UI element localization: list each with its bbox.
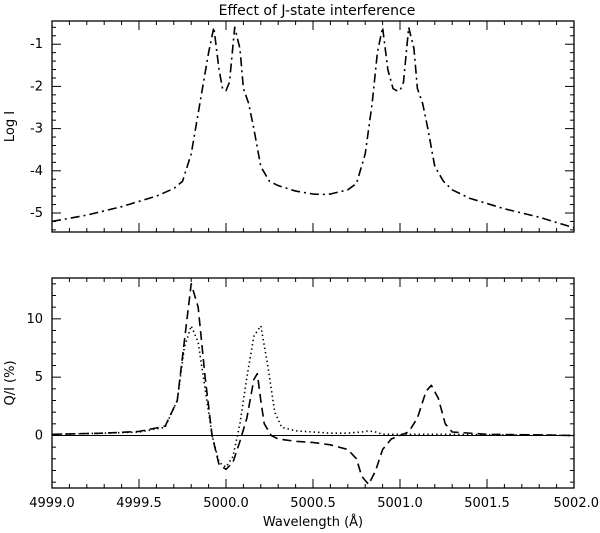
intensity-dash-dot-line [51, 26, 575, 229]
y-tick-label: -1 [30, 37, 43, 52]
chart-title: Effect of J-state interference [219, 3, 416, 19]
x-tick-label: 4999.0 [29, 496, 75, 511]
x-tick-label: 5002.0 [554, 496, 600, 511]
y-tick-label: 0 [35, 429, 43, 444]
x-tick-label: 5000.5 [290, 496, 336, 511]
x-tick-label: 4999.5 [116, 496, 162, 511]
polarization-y-ticks: 0 5 10 [26, 283, 574, 483]
intensity-panel: -5 -4 -3 -2 -1 Log I [3, 20, 575, 233]
x-tick-label: 5000.0 [203, 496, 249, 511]
wavelength-x-ticks: 4999.0 4999.5 5000.0 5000.5 5001.0 5001.5 5002… [29, 278, 599, 511]
y-tick-label: -2 [30, 79, 43, 94]
intensity-y-axis-label: Log I [3, 111, 18, 142]
y-tick-label: -4 [30, 164, 43, 179]
y-tick-label: -3 [30, 122, 43, 137]
intensity-panel-frame [51, 20, 575, 233]
polarization-panel: 0 5 10 4999.0 4999.5 5000.0 5000.5 5001.0 5001.… [3, 277, 599, 530]
polarization-series-group [51, 283, 575, 486]
intensity-series-group [51, 26, 575, 229]
polarization-panel-frame [51, 277, 575, 489]
polarization-dotted-line [51, 325, 575, 468]
polarization-y-axis-label: Q/I (%) [3, 360, 18, 405]
wavelength-x-axis-label: Wavelength (Å) [263, 514, 363, 530]
polarization-dashed-line [51, 283, 575, 486]
y-tick-label: 10 [26, 312, 43, 327]
intensity-y-ticks: -5 -4 -3 -2 -1 [30, 21, 575, 232]
x-tick-label: 5001.0 [377, 496, 423, 511]
x-tick-label: 5001.5 [464, 496, 510, 511]
y-tick-label: 5 [35, 370, 43, 385]
y-tick-label: -5 [30, 206, 43, 221]
